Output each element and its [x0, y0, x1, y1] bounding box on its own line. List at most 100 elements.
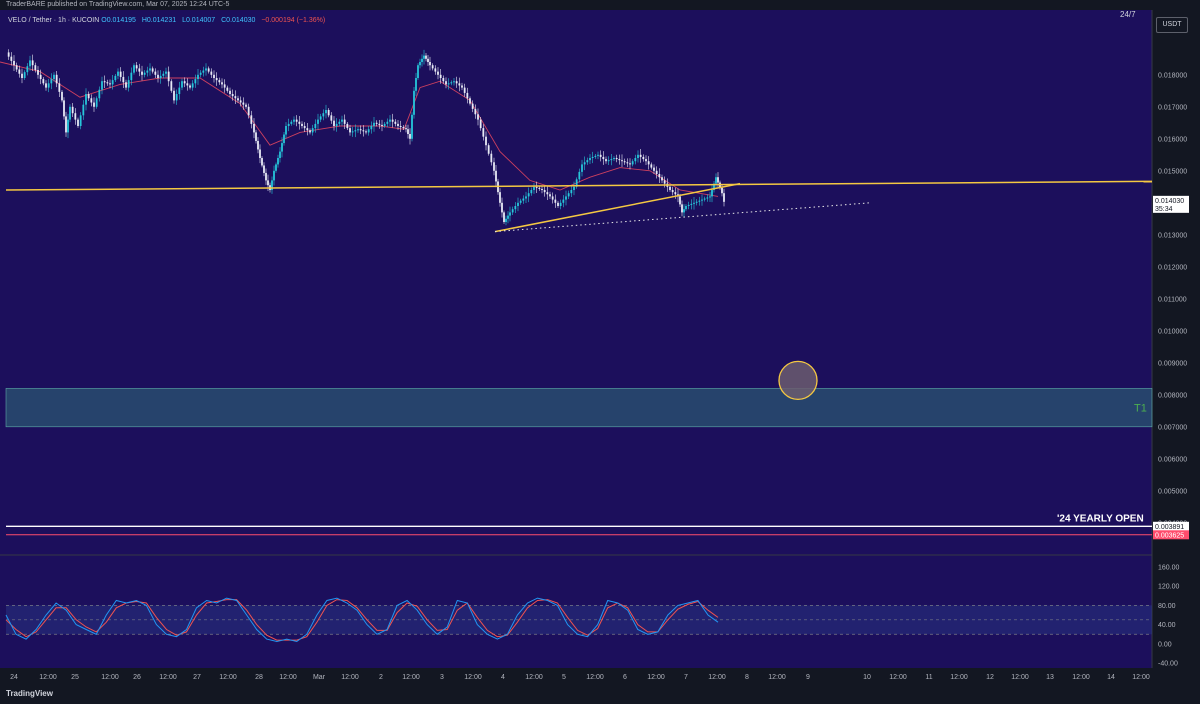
price-tick-label: 0.009000	[1158, 360, 1187, 367]
candle-body	[634, 158, 637, 162]
time-tick-label: 12:00	[1132, 674, 1150, 681]
candle-body	[221, 82, 223, 85]
candle-body	[125, 82, 127, 88]
candle-body	[683, 209, 685, 213]
candle-body	[567, 193, 570, 197]
countdown-label: 35:34	[1155, 206, 1173, 213]
target-circle[interactable]	[778, 360, 818, 401]
candle-body	[357, 129, 359, 131]
candle-body	[421, 58, 423, 62]
candle-body	[39, 74, 42, 80]
trendline-1[interactable]	[5, 180, 1153, 191]
candle-body	[419, 62, 421, 66]
candle-body	[658, 174, 661, 178]
last-price-tag	[1153, 195, 1189, 213]
candle-body	[106, 82, 109, 84]
time-tick-label: 9	[806, 674, 810, 681]
candle-body	[525, 196, 527, 199]
candle-body	[690, 203, 693, 205]
candle-body	[466, 92, 469, 99]
candle-body	[287, 123, 290, 126]
candle-body	[554, 199, 557, 203]
candle-body	[381, 124, 383, 126]
tradingview-logo-icon[interactable]: TradingView	[6, 689, 53, 698]
time-tick-label: 5	[562, 674, 566, 681]
target-zone-t1[interactable]	[5, 388, 1153, 428]
time-tick-label: 12:00	[1011, 674, 1029, 681]
candle-body	[519, 200, 522, 203]
candle-body	[655, 170, 658, 174]
candle-body	[301, 123, 303, 126]
price-tick-label: 0.006000	[1158, 456, 1187, 463]
symbol-legend: VELO / Tether · 1h · KUCOIN O0.014195 H0…	[8, 17, 325, 24]
trendline-2[interactable]	[494, 182, 741, 233]
candle-body	[674, 192, 677, 195]
candle-body	[671, 190, 674, 193]
candle-body	[455, 81, 458, 84]
currency-button[interactable]: USDT	[1156, 17, 1188, 33]
candle-body	[261, 158, 263, 166]
candle-body	[450, 82, 453, 84]
candle-body	[178, 87, 181, 94]
candle-body	[283, 134, 285, 144]
price-tick-label: 0.016000	[1158, 136, 1187, 143]
candle-body	[514, 206, 517, 210]
candle-body	[341, 119, 343, 122]
yearly-open-price-label: 0.003891	[1155, 524, 1184, 531]
red-level-tag	[1153, 530, 1189, 540]
candle-body	[343, 119, 346, 124]
time-tick-label: 24	[10, 674, 18, 681]
candle-body	[717, 177, 719, 183]
high-value: H0.014231	[141, 17, 177, 24]
candle-body	[95, 98, 98, 107]
candle-body	[417, 65, 419, 78]
candle-body	[263, 165, 265, 173]
time-tick-label: 3	[440, 674, 444, 681]
candle-body	[522, 198, 525, 201]
candle-body	[453, 81, 455, 83]
ema-line	[0, 61, 719, 197]
candle-body	[397, 123, 399, 126]
candle-body	[405, 128, 407, 130]
candle-body	[591, 156, 594, 158]
candle-body	[586, 160, 589, 163]
candle-body	[117, 71, 119, 76]
candle-body	[74, 113, 77, 120]
candle-body	[407, 129, 409, 134]
candle-body	[482, 128, 485, 137]
candle-body	[391, 119, 394, 122]
candle-body	[114, 75, 117, 81]
price-tick-label: 0.015000	[1158, 168, 1187, 175]
candle-body	[713, 183, 715, 190]
candle-body	[138, 68, 141, 72]
candle-body	[565, 196, 567, 200]
time-tick-label: 4	[501, 674, 505, 681]
time-tick-label: 12:00	[889, 674, 907, 681]
stoch-tick-label: 160.00	[1158, 564, 1180, 571]
symbol-name[interactable]: VELO / Tether · 1h · KUCOIN	[8, 17, 100, 24]
candle-body	[322, 113, 325, 117]
price-tick-label: 0.008000	[1158, 392, 1187, 399]
candle-body	[50, 79, 53, 84]
candle-body	[234, 96, 237, 99]
price-tick-label: 0.017000	[1158, 104, 1187, 111]
candle-body	[615, 158, 618, 160]
footer-bar: TradingView	[0, 686, 1200, 704]
candle-body	[109, 83, 111, 85]
candle-body	[509, 212, 511, 216]
candle-body	[663, 180, 666, 184]
candle-body	[247, 106, 250, 116]
candle-body	[175, 94, 178, 101]
time-tick-label: 27	[193, 674, 201, 681]
candle-body	[589, 158, 591, 161]
candle-body	[375, 122, 378, 124]
candle-body	[549, 194, 551, 197]
candle-body	[10, 56, 13, 61]
candle-body	[223, 84, 226, 88]
candle-body	[271, 180, 273, 190]
candle-body	[317, 119, 319, 124]
candle-body	[721, 187, 723, 194]
candle-body	[487, 145, 490, 154]
